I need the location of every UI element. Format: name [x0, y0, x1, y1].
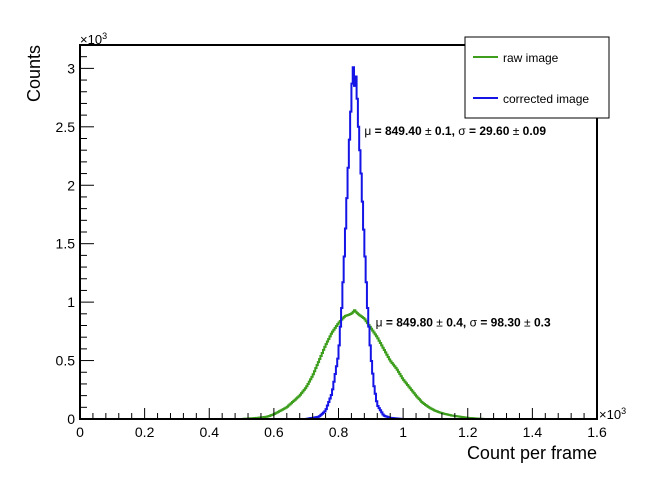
y-axis-title: Counts: [24, 45, 44, 102]
x-tick-label: 0.4: [200, 424, 220, 440]
y-tick-label: 1: [67, 294, 75, 310]
legend-entry-raw: raw image: [503, 51, 559, 65]
x-tick-label: 1.2: [458, 424, 478, 440]
x-tick-label: 1.6: [587, 424, 607, 440]
y-tick-label: 0.5: [56, 353, 76, 369]
y-tick-label: 2: [67, 177, 75, 193]
fit-annotation-corrected: μ = 849.40 ± 0.1, σ = 29.60 ± 0.09: [364, 124, 546, 138]
x-tick-label: 0.8: [329, 424, 349, 440]
x-tick-label: 1: [399, 424, 407, 440]
y-tick-label: 1.5: [56, 236, 76, 252]
y-axis: 0 0.5 1 1.5 2 2.5 3: [56, 44, 94, 427]
legend: raw image corrected image: [464, 36, 610, 119]
y-multiplier: ×103: [80, 31, 107, 47]
x-tick-label: 0.2: [135, 424, 155, 440]
annotations: μ = 849.40 ± 0.1, σ = 29.60 ± 0.09 μ = 84…: [364, 124, 551, 330]
legend-box: [464, 36, 610, 119]
y-tick-label: 0: [67, 411, 75, 427]
x-tick-label: 0: [76, 424, 84, 440]
y-tick-label: 2.5: [56, 119, 76, 135]
legend-entry-corrected: corrected image: [503, 92, 589, 106]
x-multiplier: ×103: [599, 406, 626, 422]
fit-annotation-raw: μ = 849.80 ± 0.4, σ = 98.30 ± 0.3: [376, 316, 551, 330]
x-axis-title: Count per frame: [467, 443, 597, 463]
y-tick-label: 3: [67, 60, 75, 76]
x-tick-label: 0.6: [264, 424, 284, 440]
x-tick-label: 1.4: [523, 424, 543, 440]
x-axis: 0 0.2 0.4 0.6 0.8 1 1.2 1.4 1.6: [76, 408, 607, 440]
